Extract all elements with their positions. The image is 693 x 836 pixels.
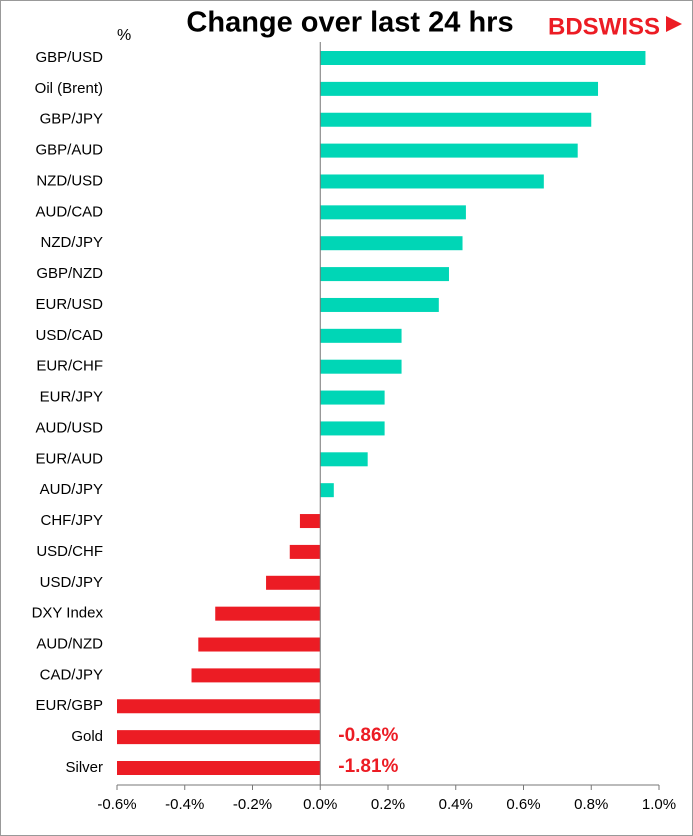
category-label: EUR/USD	[35, 296, 103, 313]
category-label: NZD/USD	[36, 172, 103, 189]
x-tick-label: 1.0%	[642, 796, 676, 813]
x-tick-label: 0.2%	[371, 796, 405, 813]
bar	[117, 730, 321, 745]
category-label: USD/CHF	[36, 543, 103, 560]
bar	[320, 81, 599, 96]
bar	[320, 297, 439, 312]
x-tick-label: 0.4%	[439, 796, 473, 813]
bar	[299, 514, 321, 529]
category-label: GBP/JPY	[40, 111, 103, 128]
x-tick-label: 0.8%	[574, 796, 608, 813]
category-label: Silver	[65, 759, 103, 776]
logo: BDSWISS	[548, 13, 660, 40]
category-label: Gold	[71, 728, 103, 745]
bar	[320, 236, 463, 251]
category-label: EUR/GBP	[35, 697, 103, 714]
bar	[320, 483, 334, 498]
category-label: GBP/NZD	[36, 265, 103, 282]
bar	[191, 668, 321, 683]
bar	[289, 544, 321, 559]
bar	[117, 761, 321, 775]
bar	[320, 267, 449, 282]
annotation: -0.86%	[338, 725, 398, 746]
bar	[320, 421, 385, 436]
logo-arrow	[666, 16, 682, 32]
category-label: Oil (Brent)	[35, 80, 103, 97]
bar	[320, 390, 385, 405]
chart-title: Change over last 24 hrs	[186, 7, 513, 39]
category-label: CHF/JPY	[40, 512, 103, 529]
category-label: NZD/JPY	[40, 234, 103, 251]
x-tick-label: 0.0%	[303, 796, 337, 813]
category-label: AUD/NZD	[36, 635, 103, 652]
bar	[320, 359, 402, 374]
category-label: EUR/CHF	[36, 358, 103, 375]
bar	[215, 606, 321, 621]
bar	[198, 637, 321, 652]
bar	[266, 575, 321, 590]
unit-label: %	[117, 27, 131, 44]
x-tick-label: -0.2%	[233, 796, 272, 813]
x-tick-label: 0.6%	[506, 796, 540, 813]
bar	[320, 328, 402, 343]
category-label: AUD/USD	[35, 419, 103, 436]
category-label: AUD/JPY	[40, 481, 103, 498]
plot-area	[117, 51, 646, 775]
annotation: -1.81%	[338, 756, 398, 777]
category-label: GBP/AUD	[35, 142, 103, 159]
x-tick-label: -0.6%	[97, 796, 136, 813]
category-label: DXY Index	[32, 605, 104, 622]
bar	[320, 143, 578, 158]
category-label: CAD/JPY	[40, 666, 103, 683]
bar	[320, 205, 466, 220]
bar	[320, 174, 544, 189]
category-label: USD/JPY	[40, 574, 103, 591]
bar	[320, 112, 592, 127]
category-label: EUR/JPY	[40, 389, 103, 406]
category-label: USD/CAD	[35, 327, 103, 344]
bar	[117, 699, 321, 714]
category-label: EUR/AUD	[35, 450, 103, 467]
x-tick-label: -0.4%	[165, 796, 204, 813]
category-label: GBP/USD	[35, 49, 103, 66]
bar	[320, 452, 368, 467]
bar	[320, 51, 646, 65]
category-label: AUD/CAD	[35, 203, 103, 220]
